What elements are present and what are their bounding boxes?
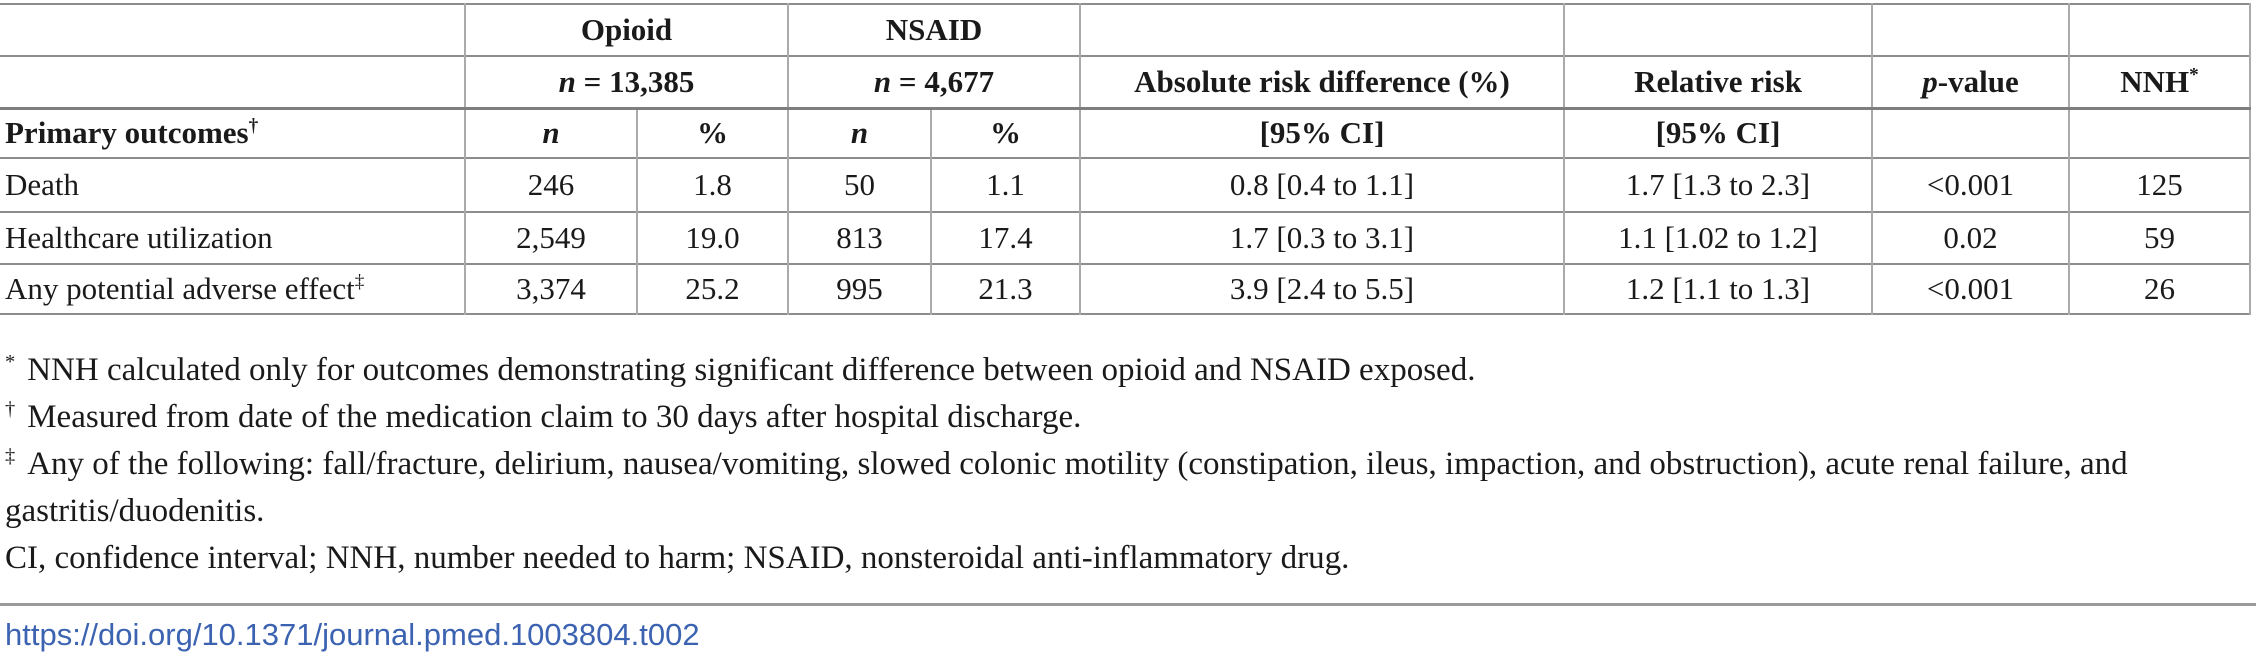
outcome-label: Any potential adverse effect‡ [5, 271, 365, 306]
nsaid-n-value: 995 [787, 264, 932, 314]
opioid-sample-size: n = 13,385 [463, 56, 789, 108]
nnh-value: 59 [2068, 212, 2252, 264]
asterisk-marker: * [5, 351, 16, 373]
n-symbol: n [558, 63, 576, 99]
abs-risk-diff-value: 0.8 [0.4 to 1.1] [1079, 158, 1565, 212]
nsaid-pct-value: 17.4 [930, 212, 1081, 264]
asterisk-marker: * [2189, 64, 2199, 86]
table-row-healthcare-utilization: Healthcare utilization 2,549 19.0 813 17… [0, 212, 2252, 264]
table-row-death: Death 246 1.8 50 1.1 0.8 [0.4 to 1.1] 1.… [0, 158, 2252, 212]
doi-link[interactable]: https://doi.org/10.1371/journal.pmed.100… [5, 617, 700, 652]
primary-outcomes-header: Primary outcomes† [5, 115, 259, 151]
empty-corner-cell [0, 4, 465, 56]
nsaid-n-value: 50 [787, 158, 932, 212]
dagger-marker: † [248, 115, 259, 137]
empty-cell [1871, 4, 2070, 56]
opioid-n-value: 246 [464, 158, 637, 212]
footnote-nnh: * NNH calculated only for outcomes demons… [5, 351, 1476, 388]
nsaid-n-value: = 4,677 [898, 63, 995, 99]
abbreviations-line: CI, confidence interval; NNH, number nee… [5, 540, 1350, 576]
divider-rule [0, 603, 2256, 606]
abs-risk-diff-value: 1.7 [0.3 to 3.1] [1079, 212, 1565, 264]
doi-row: https://doi.org/10.1371/journal.pmed.100… [0, 617, 2256, 653]
footnotes-block: * NNH calculated only for outcomes demons… [0, 347, 2245, 582]
nsaid-n-subheader: n [787, 108, 932, 158]
opioid-group-header: Opioid [463, 4, 789, 56]
empty-cell [1563, 4, 1873, 56]
outcome-label: Healthcare utilization [5, 220, 273, 255]
abs-risk-ci-header: [95% CI] [1079, 108, 1565, 158]
nsaid-pct-value: 1.1 [930, 158, 1081, 212]
nsaid-pct-subheader: % [930, 108, 1081, 158]
p-value: 0.02 [1871, 212, 2070, 264]
opioid-pct-subheader: % [635, 108, 789, 158]
nsaid-group-header: NSAID [787, 4, 1081, 56]
p-symbol: p [1922, 63, 1938, 99]
relative-risk-ci-header: [95% CI] [1563, 108, 1873, 158]
nsaid-sample-size: n = 4,677 [787, 56, 1081, 108]
outcomes-table: Opioid NSAID n = 13,385 n = 4,677 Absolu… [0, 3, 2252, 315]
p-value: <0.001 [1871, 264, 2070, 314]
relative-risk-value: 1.2 [1.1 to 1.3] [1563, 264, 1873, 314]
empty-cell [1871, 108, 2070, 158]
p-value-header: p-value [1871, 56, 2070, 108]
opioid-pct-value: 25.2 [635, 264, 789, 314]
relative-risk-value: 1.7 [1.3 to 2.3] [1563, 158, 1873, 212]
opioid-n-value: = 13,385 [583, 63, 695, 99]
abs-risk-diff-header: Absolute risk difference (%) [1079, 56, 1565, 108]
header-row-subcolumns: Primary outcomes† n % n % [95% CI] [95% … [0, 108, 2252, 158]
empty-cell [1079, 4, 1565, 56]
empty-cell [2068, 4, 2252, 56]
relative-risk-header: Relative risk [1563, 56, 1873, 108]
opioid-n-value: 3,374 [464, 264, 637, 314]
n-symbol: n [873, 63, 892, 99]
dagger-marker: † [5, 398, 16, 420]
opioid-n-subheader: n [464, 108, 637, 158]
double-dagger-marker: ‡ [354, 271, 365, 293]
header-row-groups: Opioid NSAID [0, 4, 2252, 56]
header-row-stats: n = 13,385 n = 4,677 Absolute risk diffe… [0, 56, 2252, 108]
nnh-header: NNH* [2068, 56, 2252, 108]
nnh-value: 26 [2068, 264, 2252, 314]
nsaid-n-value: 813 [787, 212, 932, 264]
footnote-adverse-list: ‡ Any of the following: fall/fracture, de… [5, 445, 2128, 529]
double-dagger-marker: ‡ [5, 445, 16, 467]
empty-cell [2068, 108, 2252, 158]
relative-risk-value: 1.1 [1.02 to 1.2] [1563, 212, 1873, 264]
outcome-label: Death [5, 167, 80, 202]
opioid-n-value: 2,549 [464, 212, 637, 264]
opioid-pct-value: 1.8 [635, 158, 789, 212]
abs-risk-diff-value: 3.9 [2.4 to 5.5] [1079, 264, 1565, 314]
footnote-measured: † Measured from date of the medication cl… [5, 398, 1082, 435]
paper-table-figure: Opioid NSAID n = 13,385 n = 4,677 Absolu… [0, 3, 2256, 653]
empty-cell [0, 56, 465, 108]
table-row-adverse-effect: Any potential adverse effect‡ 3,374 25.2… [0, 264, 2252, 314]
opioid-pct-value: 19.0 [635, 212, 789, 264]
nnh-value: 125 [2068, 158, 2252, 212]
nsaid-pct-value: 21.3 [930, 264, 1081, 314]
p-value: <0.001 [1871, 158, 2070, 212]
